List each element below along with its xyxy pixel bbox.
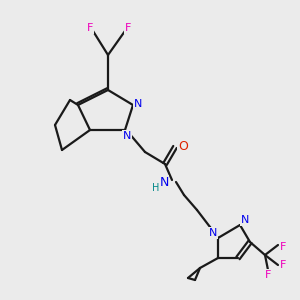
Text: F: F bbox=[87, 23, 93, 33]
Text: N: N bbox=[209, 228, 217, 238]
Text: N: N bbox=[159, 176, 169, 188]
Text: F: F bbox=[280, 242, 286, 252]
Text: F: F bbox=[280, 260, 286, 270]
Text: F: F bbox=[265, 270, 271, 280]
Text: N: N bbox=[134, 99, 142, 109]
Text: H: H bbox=[152, 183, 160, 193]
Text: N: N bbox=[123, 131, 131, 141]
Text: N: N bbox=[241, 215, 249, 225]
Text: O: O bbox=[178, 140, 188, 154]
Text: F: F bbox=[125, 23, 131, 33]
